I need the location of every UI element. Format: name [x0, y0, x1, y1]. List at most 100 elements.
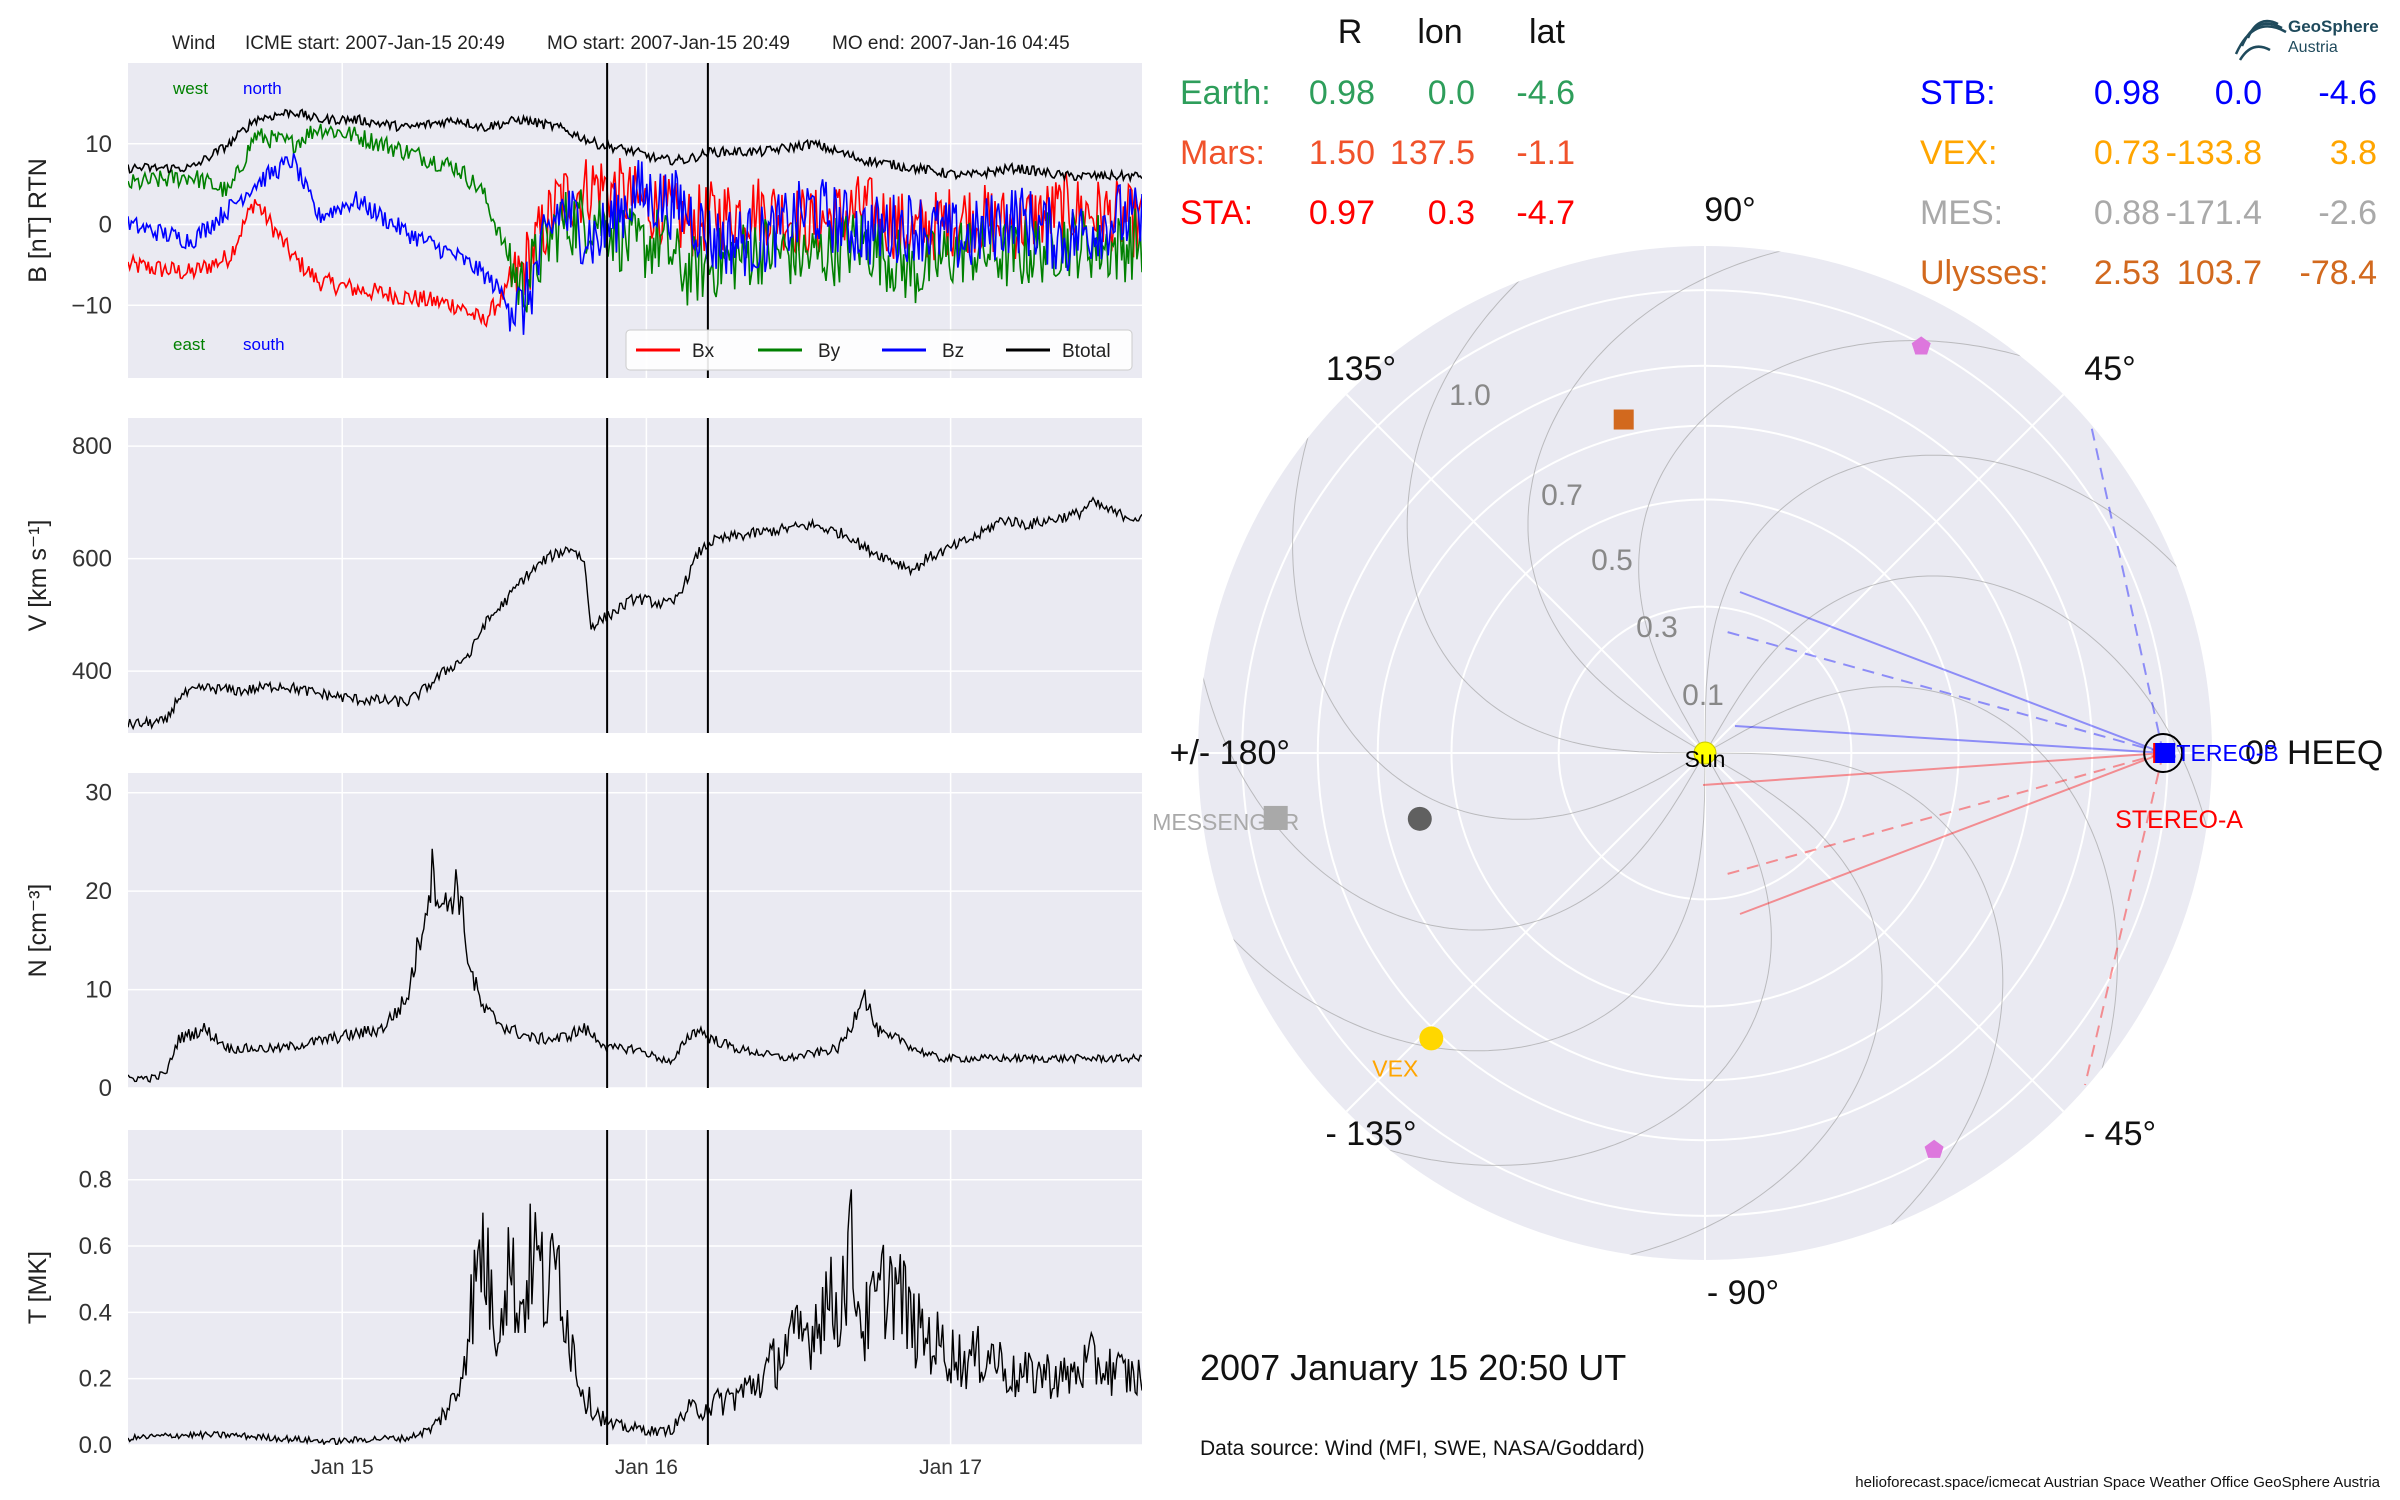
row-r: 0.73 [2094, 134, 2160, 172]
angle-tick-label: 135° [1326, 350, 1396, 388]
vex-label: VEX [1372, 1055, 1418, 1081]
header-mo-start: MO start: 2007-Jan-15 20:49 [547, 33, 790, 54]
series-group [128, 848, 1142, 1083]
logo-swirl-icon [2234, 19, 2287, 61]
panel-background [128, 418, 1142, 733]
row-lat: -4.7 [1516, 194, 1575, 232]
row-lon: -133.8 [2166, 134, 2262, 172]
position-table: R lon lat Earth: 0.98 0.0 -4.6 Mars: 1.50 137.… [1180, 13, 2377, 292]
row-lat: -1.1 [1516, 134, 1575, 172]
y-axis-label: N [cm⁻³] [24, 884, 52, 978]
row-r: 0.98 [1309, 74, 1375, 112]
series-line-by [128, 123, 1142, 313]
logo-line2: Austria [2288, 39, 2338, 56]
legend-label-btotal: Btotal [1062, 341, 1111, 362]
messenger-label: MESSENGER [1152, 809, 1299, 835]
y-tick-label: 0.4 [79, 1299, 112, 1326]
timeseries-panels: 10 0 −10 B [nT] RTN 800 600 400 V [km s⁻¹] 30 20 1… [24, 63, 1142, 1459]
header-spacecraft: Wind [172, 33, 215, 54]
y-tick-label: 0.0 [79, 1432, 112, 1459]
y-tick-label: 10 [85, 131, 112, 158]
row-r: 0.97 [1309, 194, 1375, 232]
table-header-r: R [1338, 13, 1363, 51]
header-mo-end: MO end: 2007-Jan-16 04:45 [832, 33, 1070, 54]
y-tick-label: −10 [71, 292, 112, 319]
time-axis: Jan 15 Jan 16 Jan 17 [311, 1456, 982, 1479]
row-lon: 0.0 [2215, 74, 2262, 112]
parker-spiral [1199, 665, 1706, 931]
table-row: Mars: 1.50 137.5 -1.1 [1180, 134, 1575, 172]
y-tick-label: 0 [99, 1075, 112, 1102]
parker-spiral [1406, 272, 1706, 754]
y-tick-label: 30 [85, 780, 112, 807]
row-lon: 137.5 [1390, 134, 1475, 172]
row-lon: -171.4 [2166, 194, 2262, 232]
stb-label: STEREO-B [2161, 740, 2279, 766]
sta-fov-line [1702, 752, 2164, 786]
mercury-marker [1407, 806, 1432, 831]
y-tick-label: 0.2 [79, 1366, 112, 1393]
vex-marker [1419, 1026, 1444, 1051]
radial-tick-label: 1.0 [1449, 379, 1491, 412]
table-row: MES: 0.88 -171.4 -2.6 [1920, 194, 2377, 232]
sta-fov-line-dashed [1719, 752, 2164, 877]
angle-tick-label: +/- 180° [1170, 734, 1290, 772]
legend-box [625, 329, 1133, 371]
radial-tick-label: 0.3 [1636, 611, 1678, 644]
legend-label-bx: Bx [692, 341, 715, 362]
table-row: STB: 0.98 0.0 -4.6 [1920, 74, 2377, 112]
row-lat: -4.6 [1516, 74, 1575, 112]
spacecraft-pentagon-marker [1924, 1139, 1944, 1158]
radial-tick-label: 0.1 [1682, 679, 1724, 712]
stb-fov-line-dashed [1719, 629, 2164, 754]
stb-fov-line [1739, 591, 2164, 754]
sta-fov-line-dashed [2084, 752, 2165, 1086]
legend-label-bz: Bz [942, 341, 964, 362]
parker-spiral [1617, 752, 1883, 1259]
row-name: STB: [1920, 74, 1996, 112]
table-right-column: STB: 0.98 0.0 -4.6 VEX: 0.73 -133.8 3.8 MES: 0.88… [1920, 74, 2377, 292]
row-r: 0.98 [2094, 74, 2160, 112]
x-tick-label: Jan 15 [311, 1456, 374, 1479]
header-title: Wind ICME start: 2007-Jan-15 20:49 MO st… [172, 33, 1070, 54]
angle-tick-label: - 135° [1325, 1115, 1416, 1153]
y-axis-label: B [nT] RTN [24, 158, 52, 283]
row-lat: 3.8 [2330, 134, 2377, 172]
y-tick-label: 10 [85, 977, 112, 1004]
legend-label-by: By [818, 341, 841, 362]
geosphere-logo: GeoSphere Austria [2234, 17, 2379, 61]
row-r: 0.88 [2094, 194, 2160, 232]
y-tick-label: 400 [72, 658, 112, 685]
row-r: 1.50 [1309, 134, 1375, 172]
angle-tick-label: 45° [2084, 350, 2135, 388]
b-panel-annotations: west north east south [172, 79, 285, 354]
row-lat: -2.6 [2318, 194, 2377, 232]
angle-tick-label: - 45° [2084, 1115, 2156, 1153]
row-lon: 0.3 [1428, 194, 1475, 232]
series-group [128, 1189, 1142, 1445]
parker-spiral [1704, 575, 2211, 841]
angle-tick-label: 90° [1704, 191, 1755, 229]
stb-fov-line [1734, 725, 2164, 754]
y-tick-label: 0.6 [79, 1233, 112, 1260]
row-name: Mars: [1180, 134, 1265, 172]
angular-gridline [1704, 752, 2065, 1113]
row-name: VEX: [1920, 134, 1997, 172]
sun-label: Sun [1685, 746, 1726, 772]
series-line-n [128, 848, 1142, 1083]
datetime-label: 2007 January 15 20:50 UT [1200, 1347, 1626, 1388]
panel-background [128, 1130, 1142, 1445]
table-row: Earth: 0.98 0.0 -4.6 [1180, 74, 1575, 112]
parker-spiral [1704, 686, 2118, 1081]
parker-spiral [1704, 752, 2004, 1234]
radial-tick-label: 0.7 [1541, 479, 1583, 512]
parker-spiral [1224, 752, 1706, 1052]
parker-spiral [1704, 454, 2186, 754]
row-name: Ulysses: [1920, 254, 2048, 292]
credits: helioforecast.space/icmecat Austrian Spa… [1855, 1474, 2380, 1491]
angular-gridline [1345, 393, 1706, 754]
panel-N: 30 20 10 0 N [cm⁻³] [24, 773, 1142, 1102]
panel-V: 800 600 400 V [km s⁻¹] [24, 418, 1142, 733]
stb-marker [2155, 743, 2176, 763]
